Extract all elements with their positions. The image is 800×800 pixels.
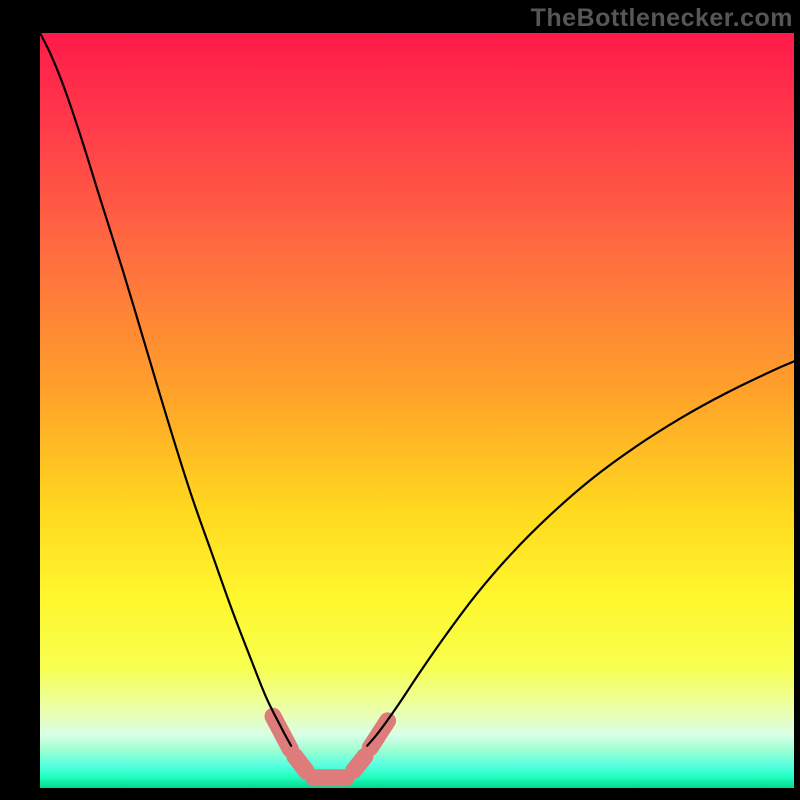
marker-segment-1	[295, 756, 306, 771]
chart-frame: TheBottlenecker.com	[0, 0, 800, 800]
watermark-text: TheBottlenecker.com	[531, 4, 793, 33]
marker-segment-0	[273, 716, 290, 749]
marker-segment-3	[354, 756, 365, 770]
curve-left	[40, 33, 291, 746]
curve-layer	[0, 0, 800, 800]
curve-right	[367, 361, 794, 745]
